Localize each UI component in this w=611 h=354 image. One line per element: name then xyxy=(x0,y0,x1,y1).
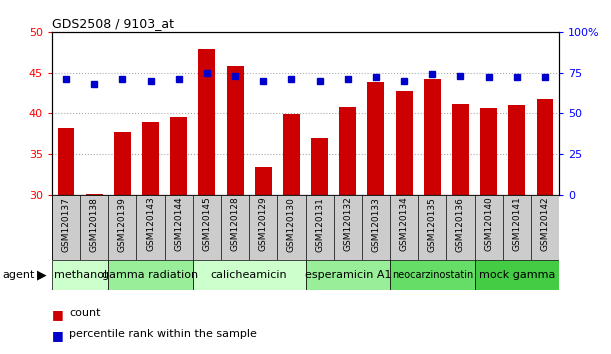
Bar xyxy=(306,260,390,290)
Text: count: count xyxy=(69,308,101,318)
Bar xyxy=(452,104,469,195)
Text: methanol: methanol xyxy=(54,270,107,280)
Text: GSM120142: GSM120142 xyxy=(541,197,549,251)
Text: gamma radiation: gamma radiation xyxy=(103,270,199,280)
Text: GSM120133: GSM120133 xyxy=(371,197,381,252)
Bar xyxy=(367,81,384,195)
Bar xyxy=(311,138,328,195)
Text: GSM120128: GSM120128 xyxy=(230,197,240,251)
Bar xyxy=(390,260,475,290)
Bar xyxy=(508,105,525,195)
Text: GSM120134: GSM120134 xyxy=(400,197,409,251)
Bar xyxy=(86,194,103,195)
Bar xyxy=(424,79,441,195)
Text: GSM120130: GSM120130 xyxy=(287,197,296,252)
Text: GSM120129: GSM120129 xyxy=(258,197,268,251)
Text: GSM120137: GSM120137 xyxy=(62,197,70,252)
Bar xyxy=(283,114,300,195)
Bar xyxy=(52,260,108,290)
Bar xyxy=(227,66,244,195)
Text: GSM120135: GSM120135 xyxy=(428,197,437,252)
Bar xyxy=(199,49,215,195)
Bar xyxy=(193,260,306,290)
Bar xyxy=(170,117,187,195)
Bar xyxy=(475,260,559,290)
Text: GSM120131: GSM120131 xyxy=(315,197,324,252)
Text: GDS2508 / 9103_at: GDS2508 / 9103_at xyxy=(52,17,174,30)
Bar xyxy=(108,260,193,290)
Bar xyxy=(536,99,554,195)
Bar xyxy=(142,122,159,195)
Text: GSM120136: GSM120136 xyxy=(456,197,465,252)
Text: ■: ■ xyxy=(52,308,64,321)
Bar xyxy=(57,128,75,195)
Text: esperamicin A1: esperamicin A1 xyxy=(304,270,391,280)
Bar xyxy=(114,132,131,195)
Text: GSM120141: GSM120141 xyxy=(512,197,521,251)
Text: GSM120138: GSM120138 xyxy=(90,197,99,252)
Text: agent: agent xyxy=(2,270,35,280)
Text: GSM120143: GSM120143 xyxy=(146,197,155,251)
Text: neocarzinostatin: neocarzinostatin xyxy=(392,270,473,280)
Text: GSM120132: GSM120132 xyxy=(343,197,353,251)
Text: GSM120145: GSM120145 xyxy=(202,197,211,251)
Text: GSM120139: GSM120139 xyxy=(118,197,127,252)
Bar xyxy=(480,108,497,195)
Text: GSM120140: GSM120140 xyxy=(484,197,493,251)
Text: calicheamicin: calicheamicin xyxy=(211,270,287,280)
Text: mock gamma: mock gamma xyxy=(478,270,555,280)
Text: ■: ■ xyxy=(52,329,64,342)
Bar xyxy=(396,91,412,195)
Text: GSM120144: GSM120144 xyxy=(174,197,183,251)
Bar xyxy=(255,167,272,195)
Text: ▶: ▶ xyxy=(37,269,47,282)
Bar xyxy=(339,107,356,195)
Text: percentile rank within the sample: percentile rank within the sample xyxy=(69,329,257,339)
